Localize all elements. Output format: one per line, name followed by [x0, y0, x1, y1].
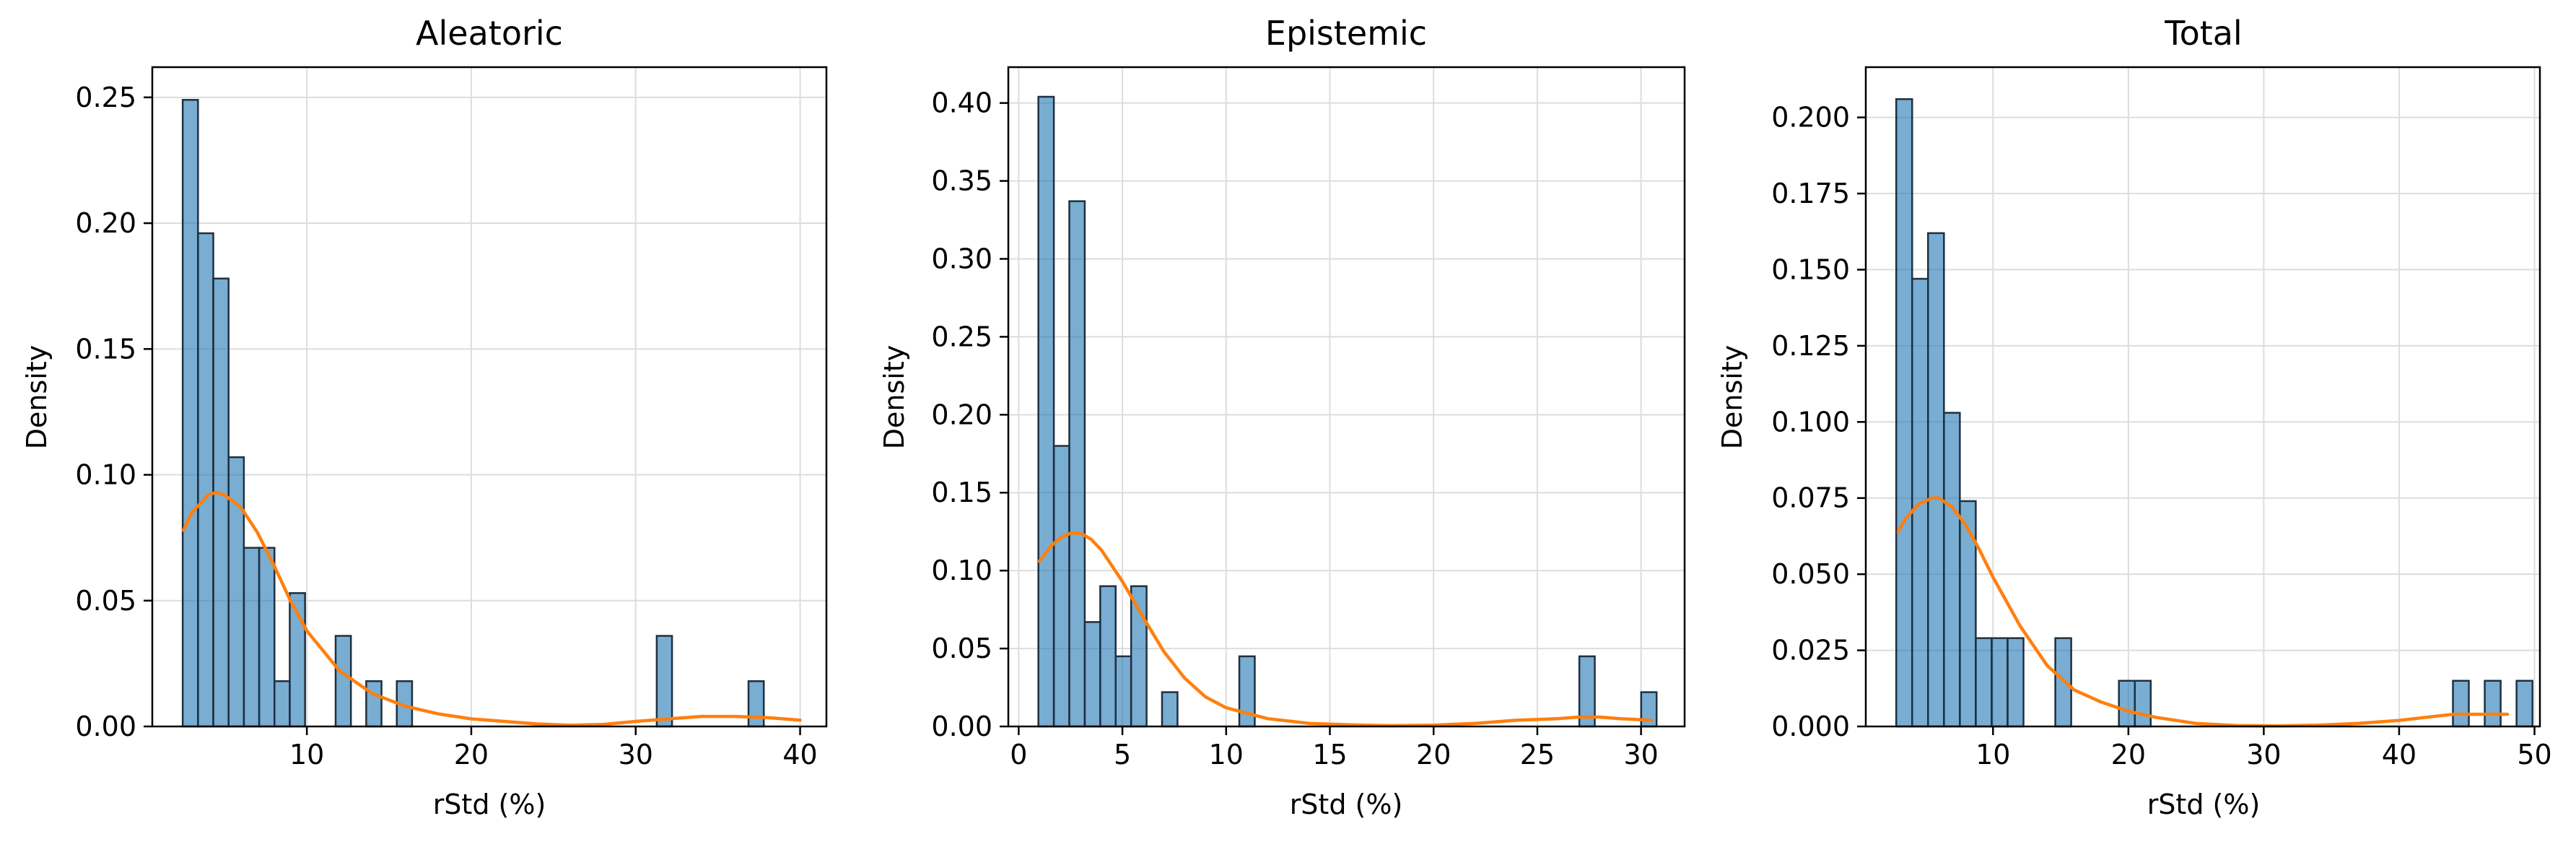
histogram-bar [258, 547, 276, 728]
y-tick-label: 0.075 [1771, 482, 1850, 514]
kde-curve [1037, 531, 1654, 728]
y-tick-label: 0.175 [1771, 178, 1850, 209]
y-tick-label: 0.05 [931, 633, 992, 664]
x-axis-label: rStd (%) [1290, 789, 1403, 820]
plot-frame [1864, 66, 2541, 728]
histogram-bar [1991, 637, 2009, 728]
histogram-bar [1895, 98, 1913, 728]
plot-frame [151, 66, 828, 728]
panel-aleatoric: Aleatoric 0.00 0.05 0.10 0.15 0.20 0.25 10 20 30… [21, 14, 828, 820]
y-tick-label: 0.15 [931, 477, 992, 508]
histogram-bar [1099, 585, 1117, 728]
histogram-bar [655, 635, 673, 728]
y-tick-label: 0.00 [931, 711, 992, 742]
y-tick-label: 0.05 [75, 585, 136, 617]
x-axis-label: rStd (%) [433, 789, 546, 820]
panel-title: Total [2164, 14, 2242, 53]
y-tick-label: 0.15 [75, 333, 136, 365]
histogram-bar [243, 547, 261, 728]
y-tick-label: 0.050 [1771, 558, 1850, 590]
y-axis-label: Density [21, 345, 53, 449]
x-tick-label: 25 [1520, 739, 1555, 771]
histogram-bar [1068, 200, 1086, 728]
x-tick-label: 30 [619, 739, 653, 771]
panel-total: Total 0.000 0.025 0.050 0.075 0.100 0.125 0.15… [1716, 14, 2552, 820]
histogram-bar [1114, 655, 1132, 728]
histogram-bar [212, 277, 230, 728]
y-tick-label: 0.00 [75, 711, 136, 742]
x-tick-label: 0 [1010, 739, 1027, 771]
y-tick-label: 0.20 [931, 399, 992, 430]
y-tick-label: 0.20 [75, 207, 136, 239]
y-tick-label: 0.10 [931, 555, 992, 586]
x-tick-label: 10 [1975, 739, 2010, 771]
histogram-bar [2515, 680, 2533, 728]
y-tick-label: 0.35 [931, 165, 992, 197]
x-tick-label: 40 [782, 739, 817, 771]
histogram-bar [2007, 637, 2025, 728]
histogram-bar [2054, 637, 2072, 728]
histogram-bar [1037, 95, 1055, 728]
panel-epistemic: Epistemic 0.00 0.05 0.10 0.15 0.20 0.25 0.30 0.… [878, 14, 1686, 820]
y-tick-label: 0.000 [1771, 711, 1850, 742]
x-tick-label: 20 [2111, 739, 2146, 771]
y-tick-label: 0.40 [931, 87, 992, 119]
histogram-bar [1943, 412, 1961, 728]
x-tick-label: 15 [1312, 739, 1347, 771]
plot-frame [1007, 66, 1686, 728]
histogram-bar [747, 680, 765, 728]
histogram-bar [181, 99, 199, 728]
histogram-bar [2134, 680, 2152, 728]
x-tick-label: 10 [289, 739, 324, 771]
x-tick-label: 10 [1209, 739, 1244, 771]
y-tick-label: 0.30 [931, 243, 992, 274]
panel-title: Aleatoric [416, 14, 563, 53]
x-tick-label: 50 [2517, 739, 2551, 771]
histogram-bar [2118, 680, 2136, 728]
y-tick-label: 0.200 [1771, 102, 1850, 134]
y-tick-label: 0.25 [75, 82, 136, 113]
kde-curve [1896, 496, 2510, 728]
kde-curve [182, 490, 802, 727]
y-axis-label: Density [1716, 345, 1748, 449]
x-tick-label: 30 [2246, 739, 2281, 771]
histogram-bar [2484, 680, 2502, 728]
y-tick-label: 0.100 [1771, 406, 1850, 438]
histogram-bar [365, 680, 383, 728]
histogram-bar [1052, 445, 1070, 728]
y-tick-label: 0.125 [1771, 330, 1850, 362]
y-tick-label: 0.25 [931, 321, 992, 352]
histogram-bar [1083, 621, 1101, 728]
histogram-bar [1927, 232, 1945, 728]
histogram-bar [227, 456, 245, 728]
y-tick-label: 0.025 [1771, 635, 1850, 667]
histogram-bar [274, 680, 291, 728]
x-tick-label: 30 [1623, 739, 1658, 771]
histogram-bar [1161, 691, 1179, 728]
x-tick-label: 20 [1416, 739, 1451, 771]
histogram-bar [1975, 637, 1993, 728]
x-tick-label: 40 [2382, 739, 2416, 771]
x-axis-label: rStd (%) [2147, 789, 2261, 820]
y-axis-label: Density [878, 345, 910, 449]
histogram-bar [197, 232, 214, 728]
panel-title: Epistemic [1265, 14, 1427, 53]
y-tick-label: 0.10 [75, 459, 136, 491]
x-tick-label: 20 [454, 739, 489, 771]
histogram-bar [1959, 500, 1977, 728]
histogram-bar [2452, 680, 2470, 728]
y-tick-label: 0.150 [1771, 253, 1850, 285]
x-tick-label: 5 [1114, 739, 1131, 771]
histogram-bar [334, 635, 352, 728]
